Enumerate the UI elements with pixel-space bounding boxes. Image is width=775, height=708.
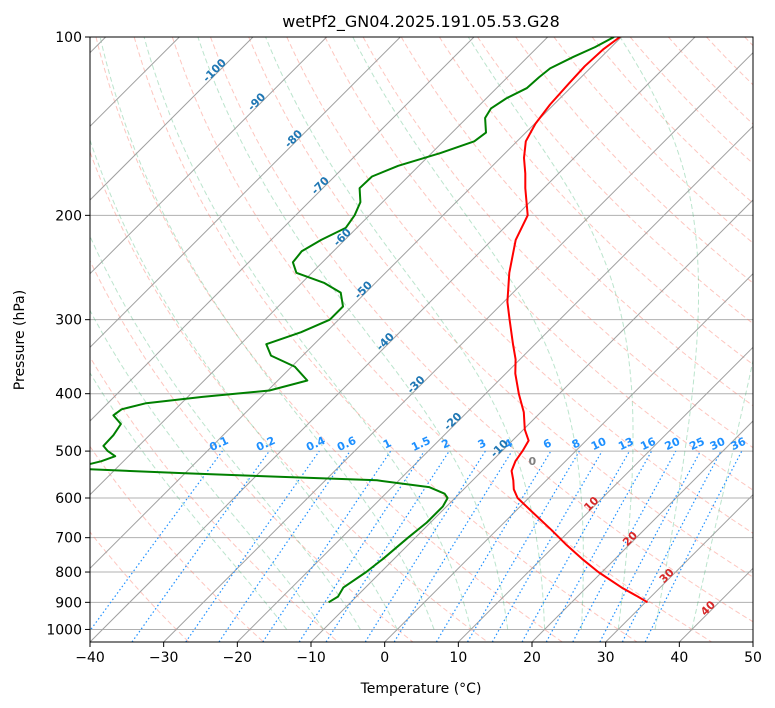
x-tick-label: −30 [149,650,179,666]
dry-adiabat [90,356,339,642]
skew-isotherm [531,420,753,642]
y-tick-label: 300 [55,313,82,329]
dry-adiabat [90,445,264,642]
x-tick-label: 0 [380,650,389,666]
skew-isotherm [163,51,753,642]
mixing-ratio-line [466,450,580,642]
mixing-ratio-line [491,450,603,642]
dry-adiabat [210,37,753,623]
x-tick-label: 40 [670,650,688,666]
y-tick-label: 600 [55,491,82,507]
moist-adiabat [99,37,435,630]
mixing-ratio-line [545,450,653,642]
x-tick-label: −40 [75,650,105,666]
mixing-ratio-line [218,450,351,642]
skew-isotherm [457,346,753,642]
skew-isotherm [90,37,475,422]
moist-adiabat [143,37,472,630]
plot-area [90,37,753,642]
dry-adiabat [90,259,414,642]
dry-adiabat [286,37,753,534]
moist-adiabat [90,138,398,630]
chart-title: wetPf2_GN04.2025.191.05.53.G28 [282,12,560,32]
dry-adiabat [515,37,753,284]
moist-adiabat [265,37,546,630]
mixing-ratio-label: 36 [729,435,749,453]
dry-adiabat [400,37,753,407]
y-tick-label: 700 [55,531,82,547]
x-tick-label: 10 [449,650,467,666]
skew-isotherm [605,493,753,642]
skew-isotherm [384,272,753,642]
dry-adiabat [629,37,753,165]
x-tick-label: 20 [523,650,541,666]
y-axis-label: Pressure (hPa) [12,290,28,390]
moist-adiabat [90,309,324,630]
mixing-ratio-line [521,450,631,642]
temperature-profile [506,37,649,604]
y-tick-label: 800 [55,565,82,581]
x-tick-label: −20 [223,650,253,666]
mixing-ratio-label: 10 [589,435,609,453]
x-tick-label: −10 [296,650,326,666]
skew-isotherm [90,37,328,275]
mixing-ratio-line [644,450,743,642]
skew-isotherm [90,37,254,201]
dry-adiabat [438,37,753,366]
dry-adiabat [324,37,753,491]
mixing-ratio-line [435,450,552,642]
mixing-ratio-label: 16 [638,435,658,453]
dry-adiabat [171,37,712,642]
skew-isotherm [236,125,753,642]
moist-adiabat [619,37,699,630]
moist-adiabat [691,358,753,630]
moist-adiabat [352,37,584,630]
x-axis-label: Temperature (°C) [360,681,482,697]
y-tick-label: 200 [55,208,82,224]
plot-frame [89,36,754,643]
y-tick-label: 100 [55,30,82,46]
x-tick-label: 50 [744,650,762,666]
x-tick-label: 30 [597,650,615,666]
y-tick-label: 900 [55,595,82,611]
mixing-ratio-line [393,450,513,642]
mixing-ratio-label: 20 [663,435,683,453]
y-tick-label: 500 [55,444,82,460]
mixing-ratio-label: 13 [616,435,635,453]
skew-isotherm [90,37,696,642]
dry-adiabat [553,37,753,244]
mixing-ratio-line [185,450,320,642]
moist-adiabat [197,37,509,630]
dry-adiabat [133,37,638,642]
y-tick-label: 1000 [46,622,82,638]
skew-isotherm [90,37,401,349]
skew-isotherm [90,37,622,570]
dry-adiabat [95,37,563,642]
wet-bulb-zero-label: 0 [528,455,536,468]
dry-adiabat [248,37,753,578]
dewpoint-profile [90,37,615,604]
mixing-ratio-label: 25 [687,435,706,453]
y-tick-label: 400 [55,387,82,403]
mixing-ratio-line [131,450,270,642]
skew-isotherm [90,37,549,496]
mixing-ratio-label: 30 [708,435,728,453]
mixing-ratio-line [262,450,392,642]
skew-isotherm [310,199,753,642]
